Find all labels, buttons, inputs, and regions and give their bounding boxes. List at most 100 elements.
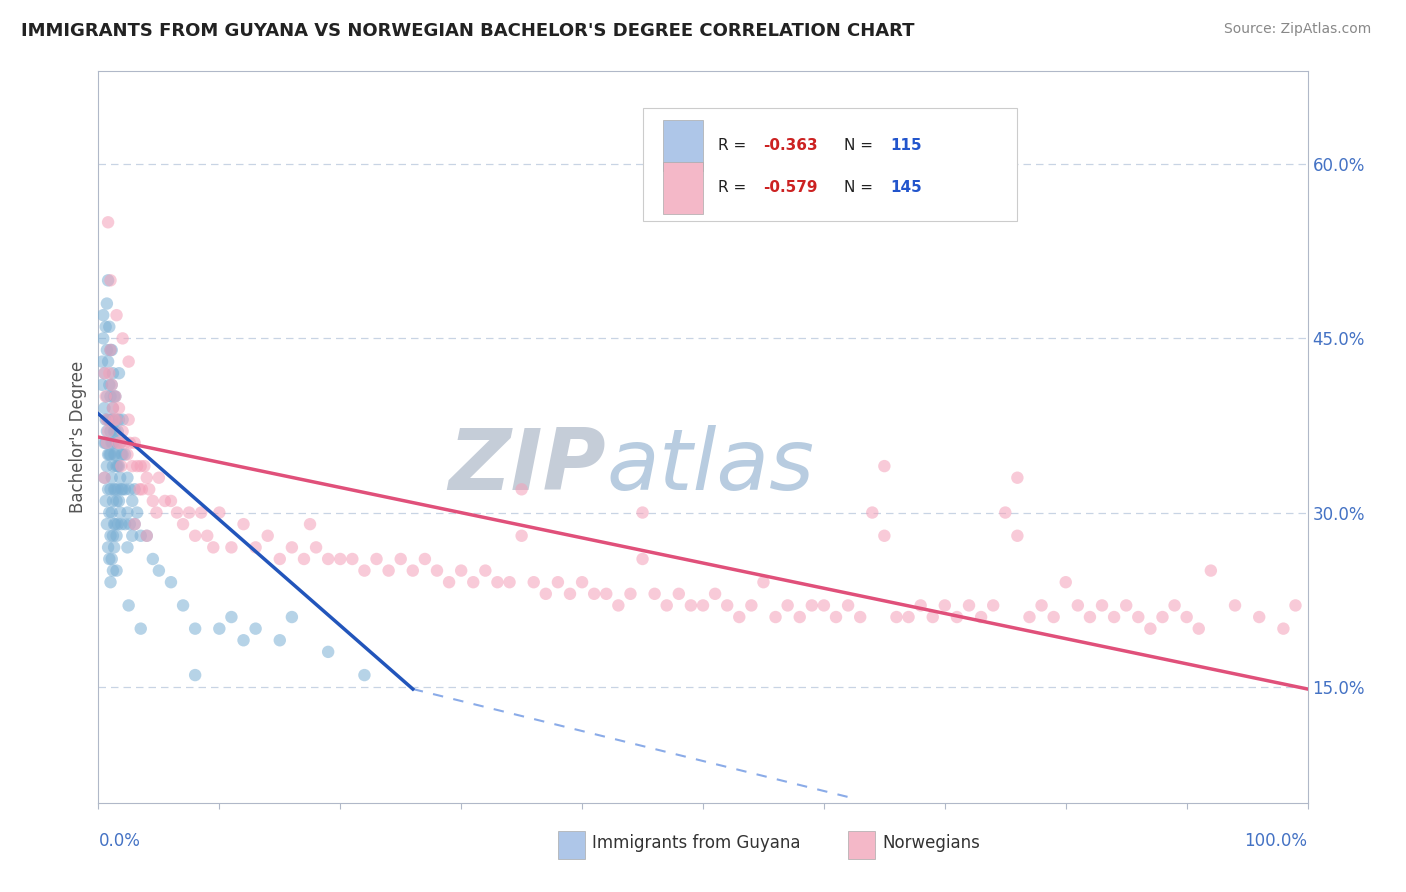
Point xyxy=(100,389,122,403)
Point xyxy=(153,494,176,508)
Point xyxy=(860,506,883,520)
Point xyxy=(366,552,388,566)
Point xyxy=(91,377,114,392)
Point xyxy=(510,529,533,543)
Point xyxy=(195,529,218,543)
Point xyxy=(107,517,129,532)
Text: 100.0%: 100.0% xyxy=(1244,832,1308,850)
Point xyxy=(111,448,134,462)
Point xyxy=(172,599,194,613)
Point xyxy=(221,610,243,624)
Point xyxy=(1139,622,1161,636)
Point xyxy=(124,436,146,450)
Point xyxy=(269,552,291,566)
Point xyxy=(131,483,153,497)
Point xyxy=(97,541,120,555)
Point xyxy=(655,599,678,613)
Point xyxy=(172,517,194,532)
Point xyxy=(118,354,141,368)
Point xyxy=(108,494,131,508)
Point xyxy=(571,575,593,590)
Point xyxy=(377,564,399,578)
Point xyxy=(342,552,364,566)
Point xyxy=(105,494,128,508)
Point xyxy=(97,215,120,229)
Point xyxy=(111,483,134,497)
Point xyxy=(105,564,128,578)
Point xyxy=(148,471,170,485)
Point xyxy=(607,599,630,613)
Point xyxy=(100,471,122,485)
FancyBboxPatch shape xyxy=(664,162,703,213)
Point xyxy=(1163,599,1185,613)
Text: N =: N = xyxy=(845,180,879,195)
Point xyxy=(184,529,207,543)
Point xyxy=(100,424,122,438)
Point xyxy=(1188,622,1211,636)
Point xyxy=(1054,575,1077,590)
Point xyxy=(1199,564,1222,578)
Point xyxy=(426,564,449,578)
Point xyxy=(789,610,811,624)
Point xyxy=(108,459,131,474)
Point xyxy=(98,319,121,334)
Point xyxy=(740,599,762,613)
Point xyxy=(127,506,149,520)
Point xyxy=(100,448,122,462)
Text: 0.0%: 0.0% xyxy=(98,832,141,850)
Point xyxy=(101,401,124,415)
Point xyxy=(100,343,122,357)
Point xyxy=(105,412,128,426)
Point xyxy=(1078,610,1101,624)
Point xyxy=(619,587,641,601)
Point xyxy=(631,552,654,566)
Point xyxy=(96,517,118,532)
Point xyxy=(523,575,546,590)
Point xyxy=(101,564,124,578)
Point xyxy=(107,424,129,438)
Point xyxy=(166,506,188,520)
Point xyxy=(108,366,131,380)
Point xyxy=(765,610,787,624)
Point xyxy=(631,506,654,520)
Point xyxy=(118,599,141,613)
Point xyxy=(108,436,131,450)
Point xyxy=(103,517,125,532)
Point xyxy=(184,622,207,636)
Point xyxy=(921,610,943,624)
Point xyxy=(118,483,141,497)
Point xyxy=(97,273,120,287)
Point xyxy=(534,587,557,601)
Point xyxy=(946,610,969,624)
Point xyxy=(728,610,751,624)
Point xyxy=(105,412,128,426)
Point xyxy=(96,412,118,426)
Point xyxy=(128,483,150,497)
Point xyxy=(101,436,124,450)
Point xyxy=(1152,610,1174,624)
Point xyxy=(1042,610,1064,624)
Point xyxy=(97,424,120,438)
Point xyxy=(121,494,143,508)
Point xyxy=(825,610,848,624)
Point xyxy=(103,541,125,555)
FancyBboxPatch shape xyxy=(848,831,875,859)
Point xyxy=(450,564,472,578)
Point xyxy=(93,471,115,485)
Point xyxy=(110,459,132,474)
Point xyxy=(679,599,702,613)
Point xyxy=(100,575,122,590)
Text: R =: R = xyxy=(717,180,751,195)
Point xyxy=(101,401,124,415)
Point xyxy=(142,494,165,508)
Point xyxy=(437,575,460,590)
Point xyxy=(704,587,727,601)
Point xyxy=(101,459,124,474)
Point xyxy=(413,552,436,566)
Point xyxy=(104,448,127,462)
Point xyxy=(232,517,254,532)
Point xyxy=(124,517,146,532)
Point xyxy=(135,529,157,543)
Point xyxy=(134,459,156,474)
Point xyxy=(129,459,152,474)
